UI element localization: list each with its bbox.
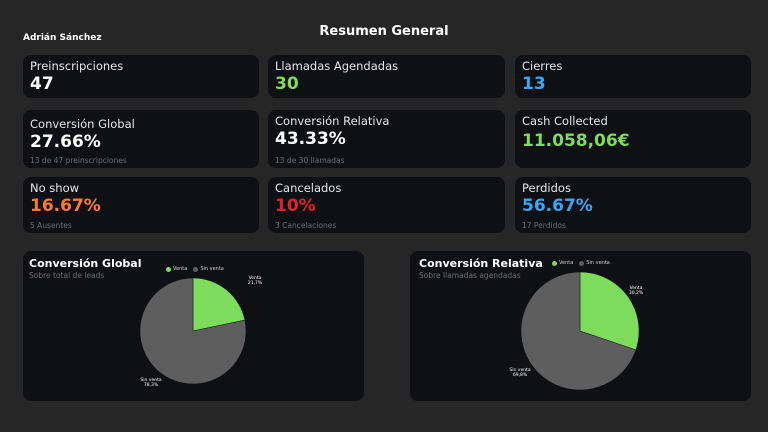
kpi-label: No show [30, 181, 80, 195]
kpi-value: 27.66% [30, 132, 101, 152]
pie-label-category: Sin venta [509, 367, 530, 373]
pie-slice-sin-venta[interactable] [520, 271, 637, 391]
legend-swatch [552, 260, 557, 266]
legend-label: Venta [173, 266, 188, 272]
kpi-label: Cash Collected [522, 114, 608, 128]
pie-slice-sin-venta[interactable] [139, 277, 247, 385]
legend-label: Venta [559, 260, 574, 266]
chart-legend: Venta Sin venta [552, 260, 610, 266]
pie-label-category: Venta [630, 285, 643, 291]
legend-label: Sin venta [200, 266, 224, 272]
kpi-value: 43.33% [275, 129, 346, 149]
legend-item-sin-venta[interactable]: Sin venta [579, 260, 610, 266]
chart-legend: Venta Sin venta [166, 266, 224, 272]
pie-label-value: 30,2% [629, 290, 644, 296]
kpi-value: 47 [30, 74, 54, 94]
legend-swatch [579, 260, 585, 266]
chart-subtitle: Sobre llamadas agendadas [419, 271, 521, 280]
kpi-label: Cancelados [275, 181, 342, 195]
legend-item-venta[interactable]: Venta [166, 266, 187, 272]
kpi-label: Preinscripciones [30, 59, 124, 73]
chart-card-conversion-global: Conversión Global Sobre total de leads V… [23, 251, 364, 401]
pie-label-value: 78,3% [144, 382, 159, 388]
kpi-card-cierres: Cierres 13 [515, 55, 751, 98]
kpi-card-conversion-global: Conversión Global 27.66% 13 de 47 preins… [23, 110, 259, 168]
kpi-label: Cierres [522, 59, 563, 73]
kpi-value: 30 [275, 74, 299, 94]
kpi-value: 56.67% [522, 196, 593, 216]
kpi-label: Conversión Relativa [275, 114, 390, 128]
pie-label-value: 21,7% [248, 280, 263, 286]
pie-label-category: Sin venta [140, 377, 161, 383]
pie-slice-venta[interactable] [192, 277, 246, 332]
kpi-value: 16.67% [30, 196, 101, 216]
kpi-subtext: 17 Perdidos [522, 221, 566, 230]
kpi-subtext: 13 de 30 llamadas [275, 156, 345, 165]
kpi-label: Llamadas Agendadas [275, 59, 399, 73]
kpi-subtext: 3 Cancelaciones [275, 221, 337, 230]
page-title: Resumen General [319, 24, 449, 39]
kpi-card-preinscripciones: Preinscripciones 47 [23, 55, 259, 98]
kpi-subtext: 5 Ausentes [30, 221, 72, 230]
chart-title: Conversión Global [29, 257, 142, 270]
kpi-card-llamadas: Llamadas Agendadas 30 [268, 55, 505, 98]
kpi-label: Conversión Global [30, 117, 135, 131]
pie-label-category: Venta [249, 275, 262, 281]
legend-label: Sin venta [586, 260, 610, 266]
kpi-card-cancelados: Cancelados 10% 3 Cancelaciones [268, 177, 505, 233]
kpi-label: Perdidos [522, 181, 571, 195]
kpi-card-cash-collected: Cash Collected 11.058,06€ [515, 110, 751, 168]
legend-swatch [166, 266, 171, 272]
kpi-card-perdidos: Perdidos 56.67% 17 Perdidos [515, 177, 751, 233]
kpi-subtext: 13 de 47 preinscripciones [30, 156, 127, 165]
kpi-card-no-show: No show 16.67% 5 Ausentes [23, 177, 259, 233]
pie-slice-venta[interactable] [579, 271, 640, 351]
kpi-value: 10% [275, 196, 316, 216]
chart-subtitle: Sobre total de leads [29, 271, 105, 280]
kpi-value: 13 [522, 74, 546, 94]
legend-item-venta[interactable]: Venta [552, 260, 573, 266]
kpi-value: 11.058,06€ [522, 131, 630, 151]
legend-item-sin-venta[interactable]: Sin venta [193, 266, 224, 272]
user-name: Adrián Sánchez [23, 33, 102, 43]
chart-title: Conversión Relativa [419, 257, 543, 270]
kpi-card-conversion-relativa: Conversión Relativa 43.33% 13 de 30 llam… [268, 110, 505, 168]
chart-card-conversion-relativa: Conversión Relativa Sobre llamadas agend… [410, 251, 751, 401]
pie-label-value: 69,8% [513, 372, 528, 378]
legend-swatch [193, 266, 199, 272]
